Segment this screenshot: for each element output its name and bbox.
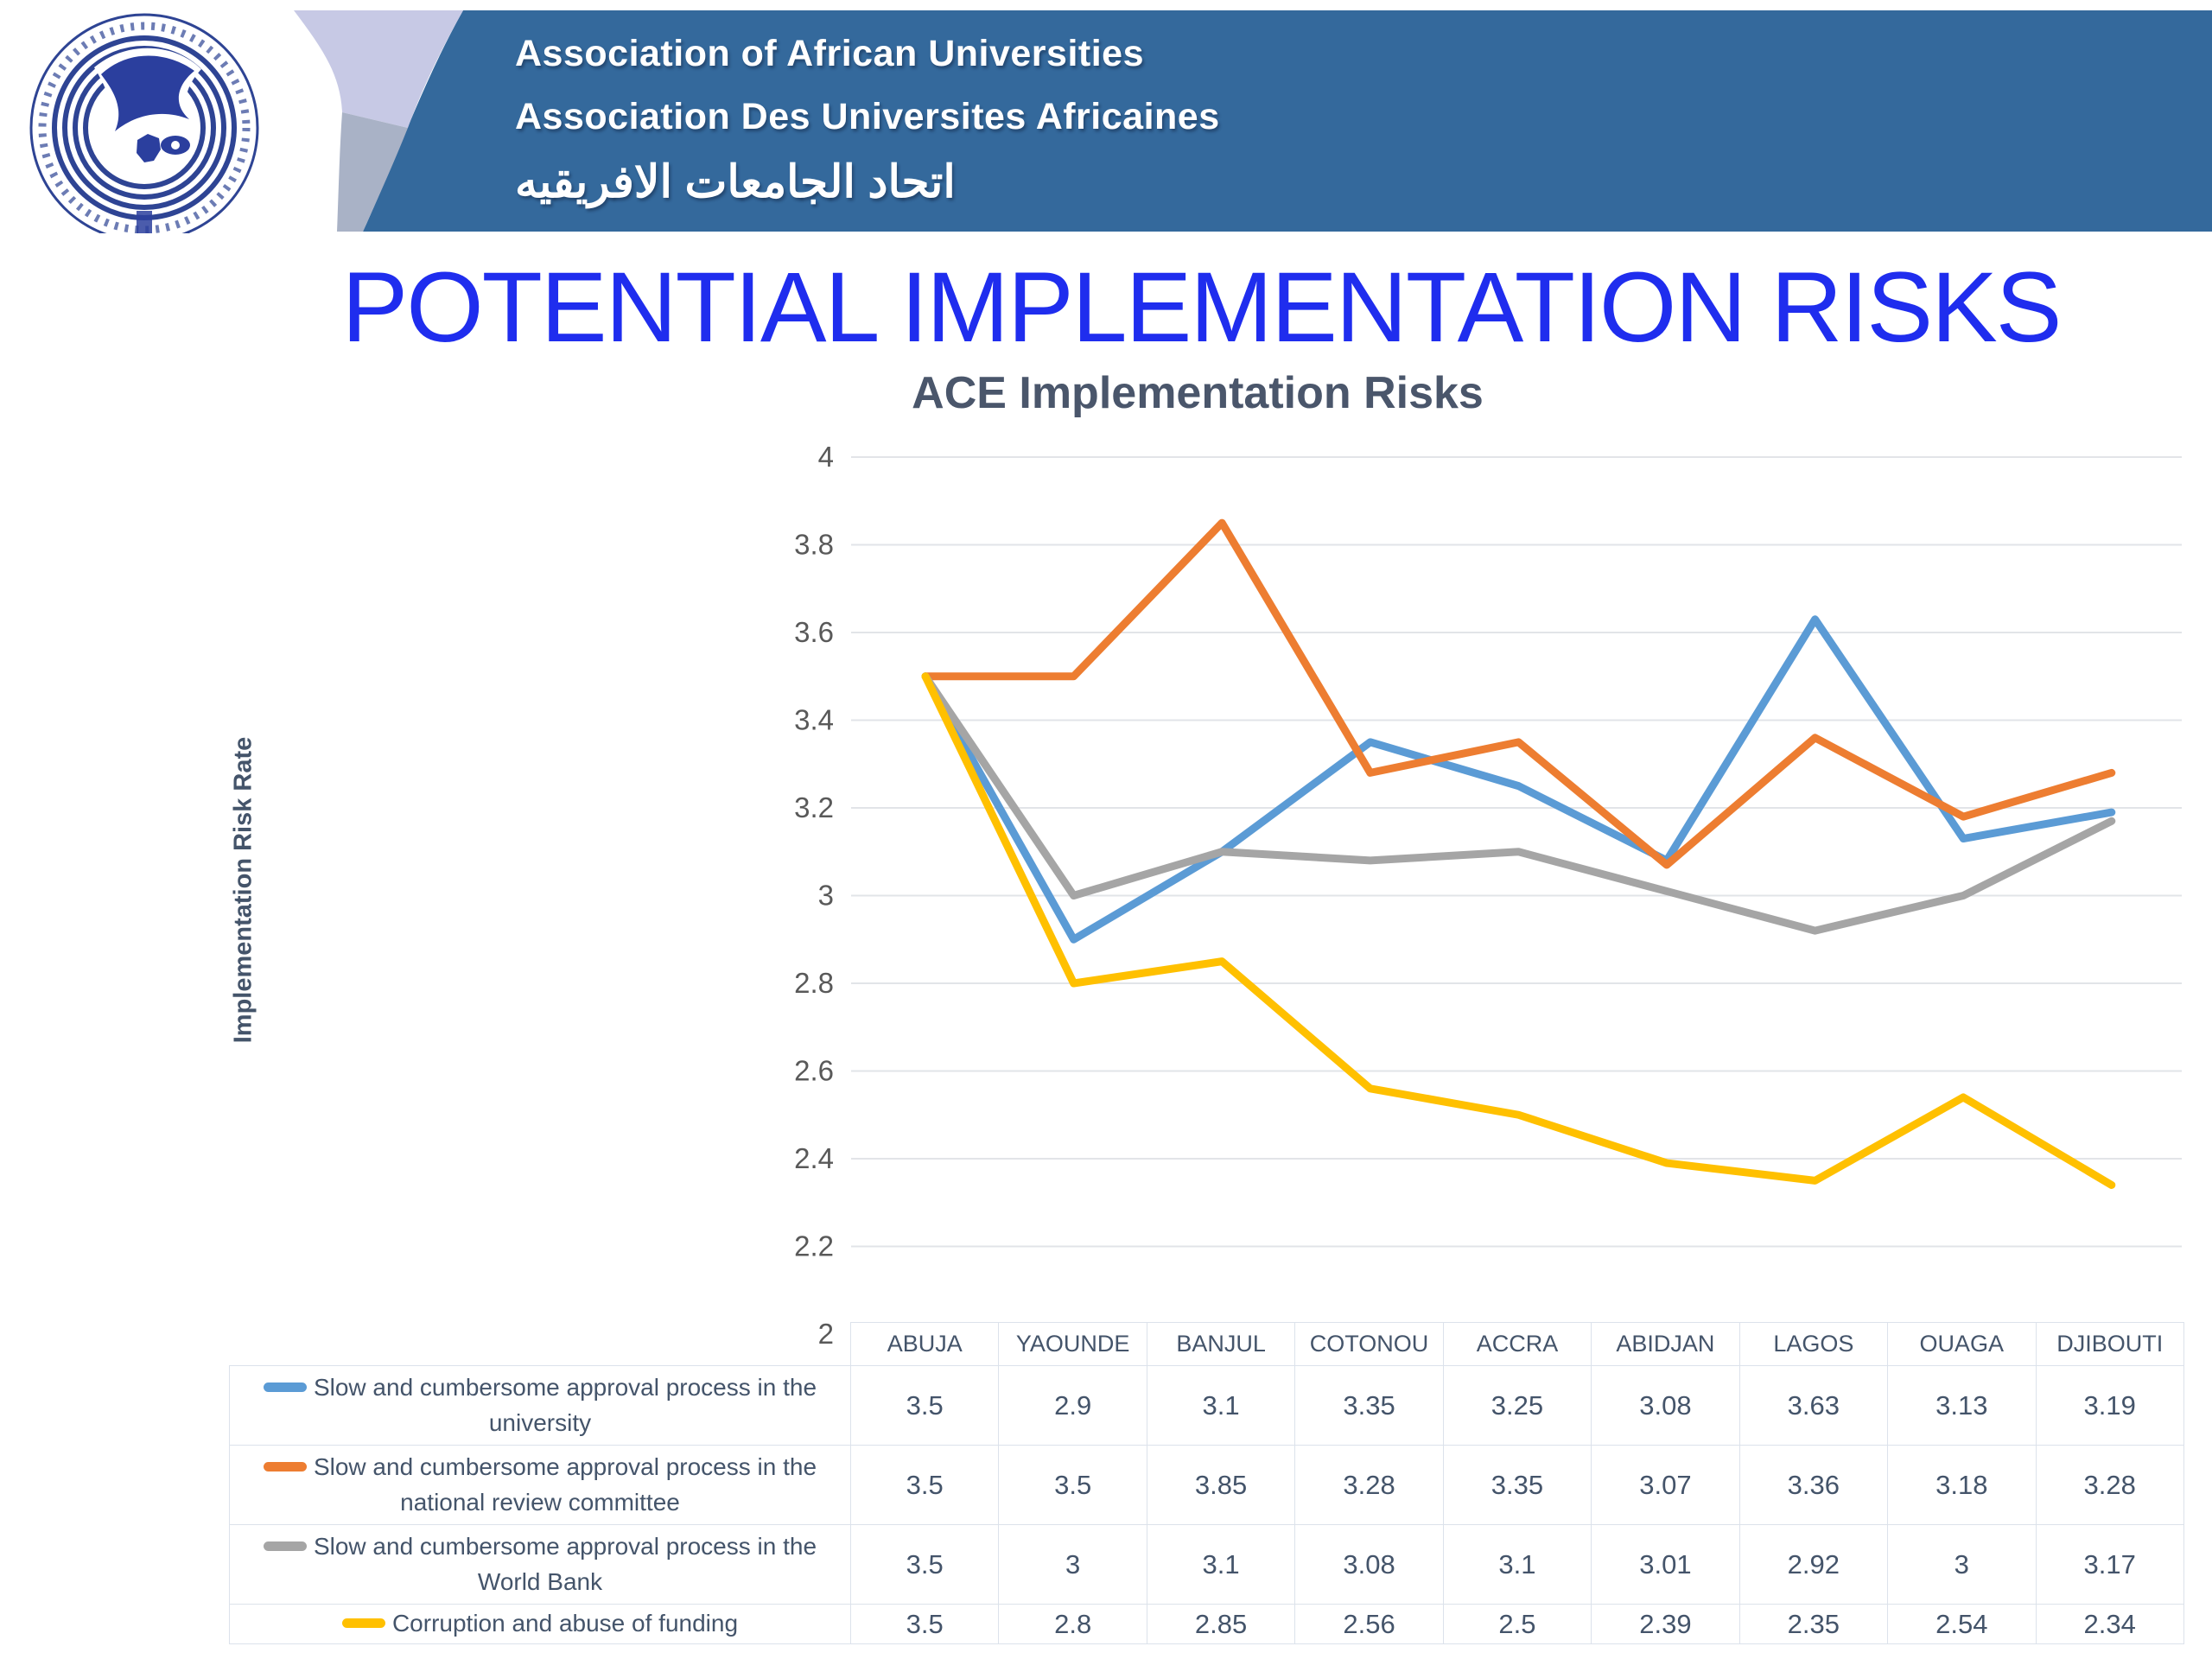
table-row: Slow and cumbersome approval process in …	[229, 1365, 2184, 1446]
city-header-cell: ABUJA	[849, 1322, 1000, 1366]
value-cell: 3.35	[1442, 1445, 1592, 1525]
value-cell: 3.36	[1738, 1445, 1889, 1525]
y-tick-label: 4	[818, 441, 834, 473]
value-cell: 2.8	[998, 1604, 1147, 1644]
value-cell: 2.92	[1738, 1524, 1889, 1605]
org-name-en: Association of African Universities	[515, 33, 1144, 74]
city-header-cell: COTONOU	[1294, 1322, 1444, 1366]
value-cell: 3.18	[1887, 1445, 2037, 1525]
city-header-cell: LAGOS	[1738, 1322, 1889, 1366]
y-tick-label: 2.6	[794, 1055, 834, 1087]
value-cell: 3.08	[1591, 1365, 1740, 1446]
banner-background-shape	[363, 10, 2212, 232]
series-line-3	[921, 672, 2116, 1189]
legend-label: Slow and cumbersome approval process in …	[313, 1452, 817, 1516]
value-cell: 3.85	[1146, 1445, 1296, 1525]
series-line-1	[921, 518, 2116, 869]
logo-africa-map	[137, 134, 161, 162]
value-cell: 3.25	[1442, 1365, 1592, 1446]
value-cell: 3	[1887, 1524, 2037, 1605]
banner-swoosh-lavender	[294, 10, 463, 128]
value-cell: 3.07	[1591, 1445, 1740, 1525]
legend-dash-icon	[263, 1462, 307, 1472]
city-header-cell: OUAGA	[1887, 1322, 2037, 1366]
chart-data-table: ABUJA YAOUNDE BANJUL COTONOU ACCRA ABIDJAN LAG…	[229, 1322, 2184, 1644]
value-cell: 2.9	[998, 1365, 1147, 1446]
value-cell: 3.5	[849, 1445, 1000, 1525]
city-header-cell: BANJUL	[1146, 1322, 1296, 1366]
org-name-block: Association of African Universities Asso…	[515, 22, 1220, 216]
value-cell: 3.5	[849, 1524, 1000, 1605]
value-cell: 3.17	[2035, 1524, 2184, 1605]
value-cell: 3.1	[1146, 1524, 1296, 1605]
legend-cell: Slow and cumbersome approval process in …	[229, 1445, 851, 1525]
value-cell: 3.19	[2035, 1365, 2184, 1446]
city-header-cell: DJIBOUTI	[2035, 1322, 2184, 1366]
value-cell: 3.08	[1294, 1524, 1444, 1605]
value-cell: 2.85	[1146, 1604, 1296, 1644]
org-name-fr: Association Des Universites Africaines	[515, 96, 1220, 137]
y-tick-label: 3.6	[794, 616, 834, 648]
page-title: POTENTIAL IMPLEMENTATION RISKS	[341, 252, 2063, 363]
legend-label: Slow and cumbersome approval process in …	[313, 1532, 817, 1595]
value-cell: 3.1	[1146, 1365, 1296, 1446]
legend-dash-icon	[341, 1618, 385, 1629]
city-header-cell: YAOUNDE	[998, 1322, 1147, 1366]
table-row: Slow and cumbersome approval process in …	[229, 1524, 2184, 1605]
legend-label: Corruption and abuse of funding	[391, 1610, 739, 1637]
value-cell: 2.39	[1591, 1604, 1740, 1644]
value-cell: 3.5	[998, 1445, 1147, 1525]
y-tick-label: 2.4	[794, 1142, 834, 1174]
legend-cell: Slow and cumbersome approval process in …	[229, 1365, 851, 1446]
series-line-2	[921, 672, 2116, 935]
table-row: Corruption and abuse of funding 3.5 2.8 2.8…	[229, 1604, 2184, 1644]
series-line-0	[921, 615, 2116, 944]
legend-label: Slow and cumbersome approval process in …	[313, 1373, 817, 1436]
city-header-cell: ABIDJAN	[1591, 1322, 1740, 1366]
value-cell: 3.1	[1442, 1524, 1592, 1605]
legend-cell: Corruption and abuse of funding	[229, 1604, 851, 1644]
value-cell: 3.01	[1591, 1524, 1740, 1605]
y-tick-label: 3.4	[794, 704, 834, 736]
aau-logo	[29, 13, 259, 233]
line-chart: 4 3.8 3.6 3.4 3.2 3 2.8 2.6 2.4 2.2 2	[794, 441, 2182, 1350]
header-banner: Association of African Universities Asso…	[0, 0, 2212, 233]
banner-swoosh-gray	[337, 112, 408, 232]
y-tick-label: 3.2	[794, 791, 834, 823]
value-cell: 2.34	[2035, 1604, 2184, 1644]
banner-decoration	[0, 0, 2212, 233]
value-cell: 3.63	[1738, 1365, 1889, 1446]
legend-dash-icon	[263, 1382, 307, 1393]
city-header-cell: ACCRA	[1442, 1322, 1592, 1366]
value-cell: 2.56	[1294, 1604, 1444, 1644]
value-cell: 3	[998, 1524, 1147, 1605]
chart-title: ACE Implementation Risks	[912, 368, 1484, 418]
value-cell: 3.28	[1294, 1445, 1444, 1525]
y-tick-label: 2	[818, 1318, 834, 1350]
y-tick-label: 3.8	[794, 529, 834, 561]
y-tick-label: 2.2	[794, 1230, 834, 1262]
value-cell: 3.35	[1294, 1365, 1444, 1446]
legend-cell: Slow and cumbersome approval process in …	[229, 1524, 851, 1605]
value-cell: 3.28	[2035, 1445, 2184, 1525]
value-cell: 2.54	[1887, 1604, 2037, 1644]
legend-dash-icon	[263, 1541, 307, 1552]
value-cell: 2.35	[1738, 1604, 1889, 1644]
table-row: Slow and cumbersome approval process in …	[229, 1445, 2184, 1525]
value-cell: 3.13	[1887, 1365, 2037, 1446]
value-cell: 3.5	[849, 1365, 1000, 1446]
org-name-ar: اتحاد الجامعات الافريقيه	[515, 157, 956, 207]
table-corner-cell	[230, 1323, 851, 1366]
logo-flag	[101, 55, 194, 131]
value-cell: 3.5	[849, 1604, 1000, 1644]
value-cell: 2.5	[1442, 1604, 1592, 1644]
y-tick-label: 3	[818, 880, 834, 912]
y-tick-label: 2.8	[794, 967, 834, 999]
